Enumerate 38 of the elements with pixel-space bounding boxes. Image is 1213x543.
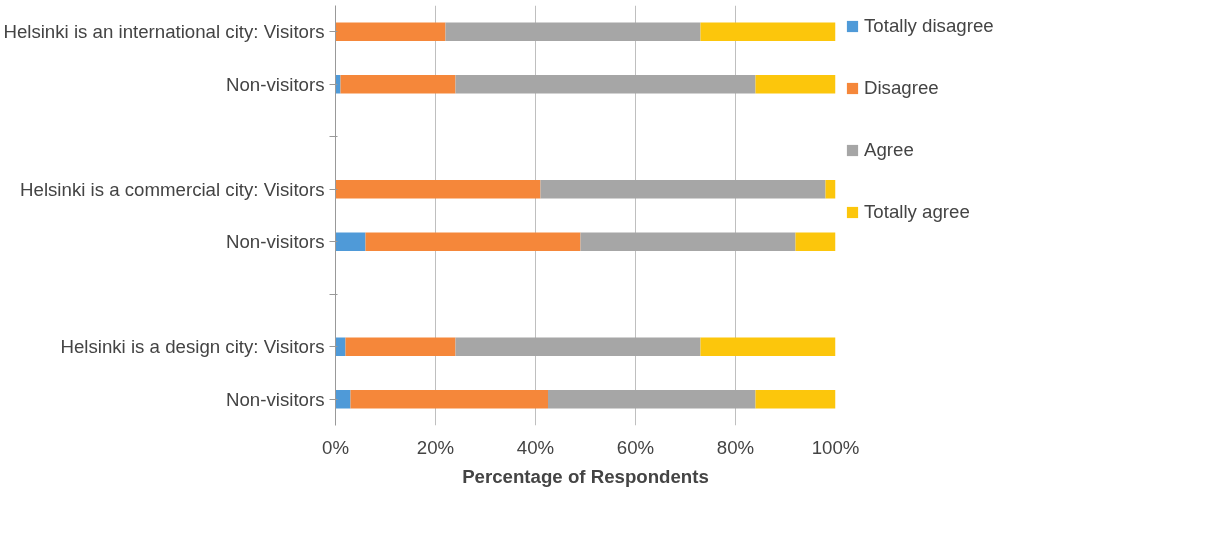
x-tick-label: 0% [322, 436, 349, 458]
bar [335, 232, 366, 251]
x-tick-label: 80% [716, 436, 755, 458]
bar [455, 337, 701, 356]
bar [700, 22, 836, 41]
bar [700, 337, 836, 356]
bar [350, 390, 548, 409]
bar [335, 75, 341, 94]
bar [340, 75, 456, 94]
x-tick-label: 20% [416, 436, 455, 458]
x-tick-label: 60% [616, 436, 655, 458]
y-tick-label: Non-visitors [226, 388, 325, 410]
legend-label: Agree [864, 139, 914, 161]
y-tick-label: Helsinki is an international city: Visitors [3, 21, 325, 43]
y-tick-label: Helsinki is a commercial city: Visitors [20, 178, 325, 200]
bar [445, 22, 701, 41]
bar [540, 180, 826, 199]
bar [548, 390, 756, 409]
bar [755, 75, 836, 94]
x-tick-label: 40% [516, 436, 555, 458]
bar [335, 22, 446, 41]
y-tick-label: Non-visitors [226, 231, 325, 253]
legend-label: Totally disagree [864, 15, 994, 37]
bar [455, 75, 756, 94]
bar [580, 232, 796, 251]
x-tick-label: 100% [811, 436, 860, 458]
y-tick-label: Non-visitors [226, 73, 325, 95]
bar [335, 180, 541, 199]
y-tick-label: Helsinki is a design city: Visitors [60, 336, 325, 358]
legend-label: Disagree [864, 77, 939, 99]
bar [335, 337, 346, 356]
bar [335, 390, 351, 409]
bar [365, 232, 581, 251]
x-axis-title: Percentage of Respondents [462, 465, 709, 487]
bar [345, 337, 456, 356]
legend-label: Totally agree [864, 201, 970, 223]
bar [755, 390, 836, 409]
bar [795, 232, 836, 251]
